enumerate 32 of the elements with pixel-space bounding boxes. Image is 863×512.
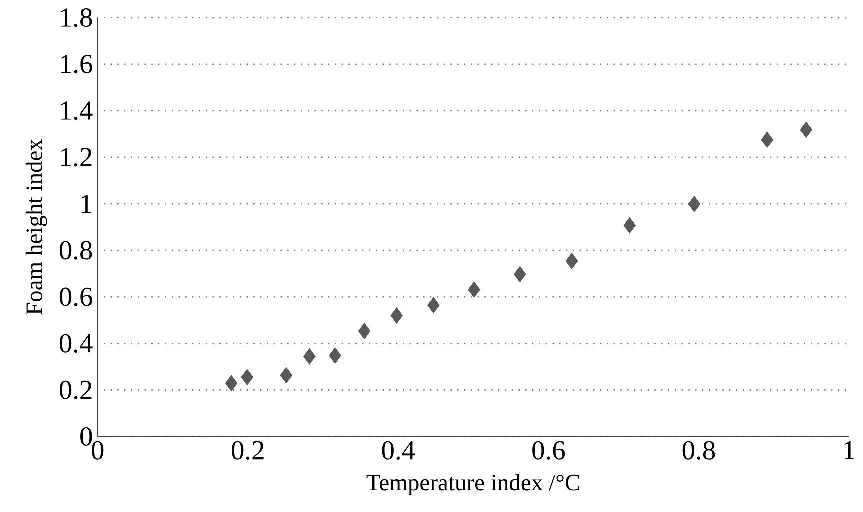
y-tick-label: 0.4 (60, 334, 93, 354)
y-tick-label: 1.2 (61, 148, 92, 167)
point (468, 282, 480, 298)
point (428, 297, 440, 314)
y-tick-label: 1.4 (61, 102, 93, 120)
y-tick-label: 0.6 (60, 288, 92, 306)
y-tick-label: 0.2 (60, 380, 92, 400)
y-tick-label: 0.8 (60, 241, 92, 260)
y-tick-label: 1 (82, 195, 92, 214)
y-tick-label: 0 (80, 428, 92, 446)
x-tick-label: 0.2 (232, 441, 264, 460)
x-tick-label: 1 (844, 441, 854, 460)
point (514, 266, 526, 283)
point (280, 367, 293, 384)
point (390, 308, 404, 324)
point (761, 132, 774, 148)
x-tick-label: 0.4 (382, 441, 416, 460)
x-tick-label: 0.6 (532, 441, 566, 460)
y-tick-label: 1.8 (61, 8, 92, 28)
point (329, 348, 342, 364)
y-axis-title: Foam height index (26, 139, 48, 315)
x-tick-label: 0.8 (682, 441, 716, 460)
point (304, 348, 316, 365)
point (624, 218, 636, 234)
point (688, 196, 701, 212)
point (241, 369, 254, 386)
point (225, 375, 238, 392)
point (358, 323, 371, 340)
point (566, 253, 578, 270)
y-tick-label: 1.6 (61, 55, 92, 74)
point (800, 122, 813, 138)
x-axis-title: Temperature index /°C (366, 474, 580, 496)
